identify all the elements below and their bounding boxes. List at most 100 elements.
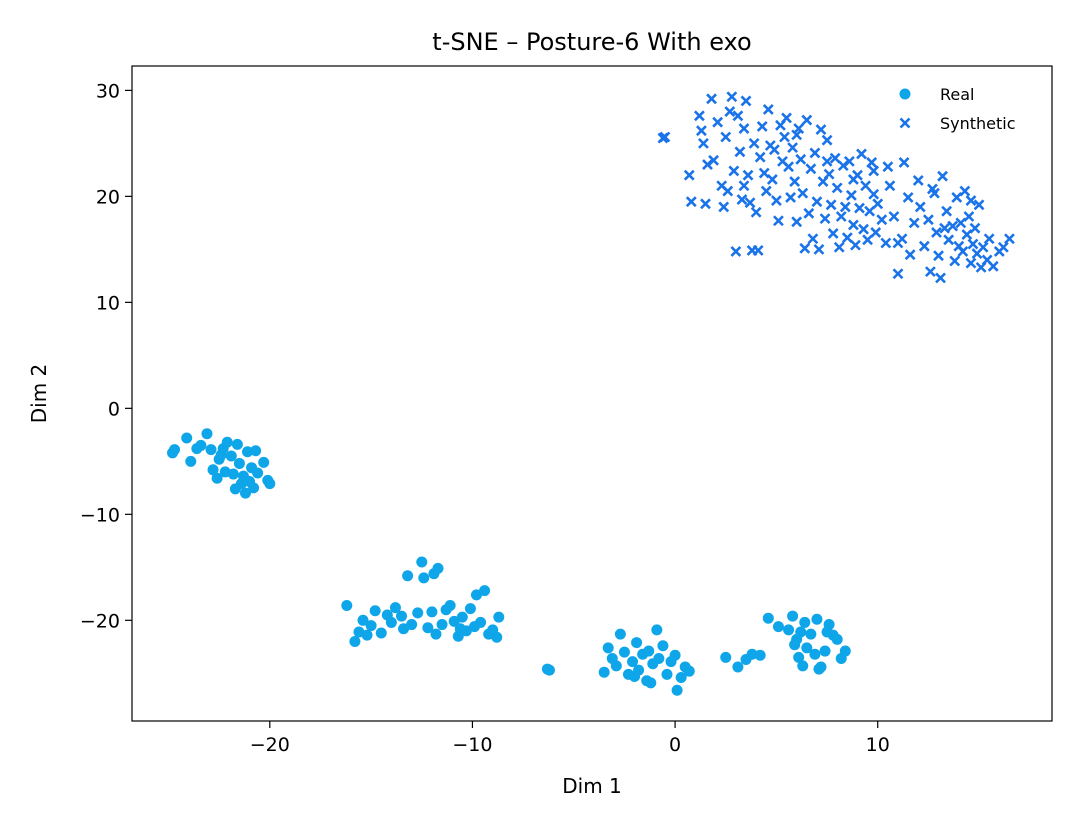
real-point (809, 648, 821, 660)
synthetic-point (862, 234, 874, 246)
real-point (252, 467, 264, 479)
legend-synthetic-label: Synthetic (940, 114, 1016, 133)
real-point (675, 672, 687, 684)
synthetic-point (732, 110, 744, 122)
real-point (653, 652, 665, 664)
real-point (207, 464, 219, 476)
synthetic-point (752, 244, 764, 256)
synthetic-point (884, 180, 896, 192)
synthetic-point (700, 198, 711, 210)
real-point (789, 639, 801, 651)
synthetic-point (868, 188, 880, 200)
synthetic-point (821, 155, 833, 167)
real-point (762, 612, 774, 624)
synthetic-point (868, 165, 880, 177)
synthetic-point (728, 165, 740, 177)
real-point (357, 614, 369, 626)
real-point (543, 664, 555, 676)
synthetic-point (856, 148, 867, 160)
synthetic-point (872, 198, 884, 210)
synthetic-point (756, 120, 768, 132)
real-point (602, 642, 614, 654)
synthetic-point (880, 237, 892, 249)
synthetic-point (937, 170, 948, 182)
synthetic-point (809, 147, 821, 159)
synthetic-point (933, 250, 944, 262)
synthetic-point (702, 159, 713, 170)
real-point (201, 428, 213, 440)
real-point (402, 570, 414, 582)
real-point (629, 670, 641, 682)
real-point (799, 616, 811, 628)
real-point (839, 645, 851, 657)
synthetic-point (973, 199, 985, 211)
synthetic-point (718, 201, 730, 213)
synthetic-point (740, 95, 752, 107)
synthetic-point (967, 238, 979, 250)
synthetic-point (858, 223, 869, 235)
synthetic-point (997, 241, 1009, 253)
real-point (233, 457, 245, 469)
real-point (248, 482, 260, 494)
legend-real-marker (899, 88, 911, 100)
synthetic-point (720, 131, 732, 143)
synthetic-point (823, 168, 835, 180)
synthetic-point (870, 226, 882, 238)
synthetic-point (959, 185, 971, 197)
synthetic-point (722, 185, 734, 197)
synthetic-point (914, 201, 926, 213)
synthetic-point (831, 182, 843, 194)
synthetic-point (779, 131, 790, 143)
y-axis-label: Dim 2 (27, 364, 51, 424)
real-point (618, 646, 630, 658)
synthetic-point (892, 268, 904, 280)
synthetic-point (882, 161, 894, 173)
synthetic-point (799, 242, 811, 254)
points-layer (167, 91, 1015, 696)
synthetic-point (947, 220, 959, 232)
synthetic-point (904, 249, 916, 261)
real-point (631, 637, 643, 649)
synthetic-point (773, 215, 784, 227)
synthetic-point (724, 106, 736, 117)
synthetic-point (977, 241, 989, 253)
synthetic-point (845, 189, 857, 201)
real-point (787, 610, 799, 622)
real-point (422, 622, 434, 634)
real-point (795, 626, 807, 638)
synthetic-point (892, 237, 904, 249)
real-point (211, 472, 223, 484)
synthetic-point (811, 196, 823, 208)
real-point (645, 677, 657, 689)
real-point (661, 668, 673, 680)
synthetic-point (888, 211, 900, 222)
synthetic-point (787, 142, 799, 154)
synthetic-point (730, 246, 742, 257)
real-point (643, 645, 655, 657)
synthetic-point (805, 163, 817, 175)
real-point (444, 599, 456, 611)
x-tick-label: 0 (669, 734, 681, 756)
synthetic-point (712, 116, 724, 128)
y-tick-label: 10 (96, 292, 120, 314)
real-point (205, 444, 217, 456)
real-point (614, 628, 626, 640)
real-point (772, 621, 784, 633)
synthetic-point (931, 226, 942, 238)
real-point (493, 611, 505, 623)
synthetic-point (685, 196, 697, 208)
real-point (418, 572, 430, 584)
synthetic-point (908, 217, 920, 229)
synthetic-point (1004, 233, 1015, 245)
real-point (396, 610, 408, 622)
real-point (430, 628, 442, 640)
real-point (406, 619, 418, 631)
real-point (831, 633, 843, 645)
synthetic-point (943, 234, 955, 246)
real-point (479, 585, 491, 597)
real-point (231, 438, 243, 450)
synthetic-point (965, 195, 977, 207)
synthetic-point (949, 255, 961, 267)
y-tick-label: −20 (80, 610, 120, 632)
synthetic-point (987, 260, 999, 272)
